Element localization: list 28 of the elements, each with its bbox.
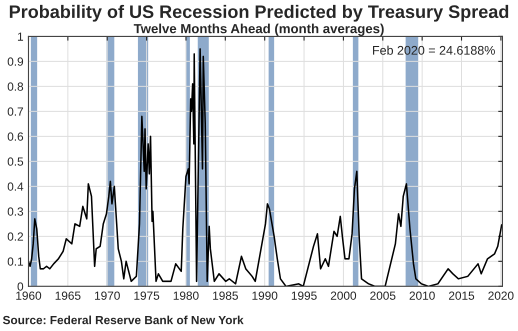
x-tick-label: 1965 xyxy=(56,291,80,300)
x-tick-label: 1970 xyxy=(94,291,120,300)
x-tick-label: 1985 xyxy=(213,291,238,300)
y-tick-label: 0.9 xyxy=(8,57,24,66)
x-tick-label: 1980 xyxy=(174,291,199,300)
chart-subtitle: Twelve Months Ahead (month averages) xyxy=(134,24,384,36)
y-tick-label: 0.8 xyxy=(8,82,24,91)
y-tick-label: 0.2 xyxy=(8,232,24,241)
y-tick-label: 0.6 xyxy=(8,132,24,141)
chart-title: Probability of US Recession Predicted by Treasury Spread xyxy=(10,4,508,22)
annotation: Feb 2020 = 24.6188% xyxy=(373,46,495,55)
source-note: Source: Federal Reserve Bank of New York xyxy=(2,316,244,324)
x-tick-label: 2010 xyxy=(410,291,435,300)
x-tick-label: 2000 xyxy=(330,291,356,300)
y-tick-label: 0.5 xyxy=(8,157,24,166)
x-tick-label: 1960 xyxy=(16,291,42,300)
y-tick-label: 0 xyxy=(18,282,24,291)
y-tick-label: 0.1 xyxy=(8,257,24,266)
x-tick-label: 1975 xyxy=(134,291,160,300)
y-tick-label: 0.4 xyxy=(8,182,24,191)
x-tick-label: 1990 xyxy=(252,291,278,300)
y-tick-label: 1 xyxy=(18,32,24,41)
x-tick-label: 2015 xyxy=(448,291,474,300)
y-tick-label: 0.3 xyxy=(8,207,24,216)
x-tick-label: 2005 xyxy=(370,291,396,300)
x-tick-label: 1995 xyxy=(292,291,317,300)
y-tick-label: 0.7 xyxy=(8,107,24,116)
x-tick-label: 2020 xyxy=(488,291,514,300)
